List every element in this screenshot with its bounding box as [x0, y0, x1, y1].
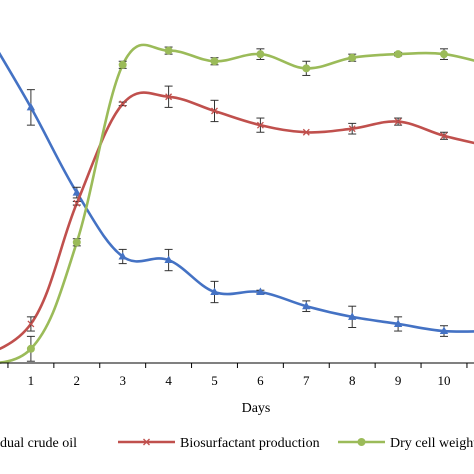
plot-area	[0, 43, 474, 364]
marker-biosurfactant-production-2	[73, 199, 81, 207]
marker-biosurfactant-production-7	[302, 128, 310, 136]
marker-dual-crude-oil-10	[439, 326, 449, 335]
x-tick-label-5: 5	[211, 373, 218, 388]
legend-label-biosurfactant-production: Biosurfactant production	[180, 436, 320, 451]
marker-dual-crude-oil-3	[118, 252, 127, 260]
legend-item-dual-crude-oil: dual crude oil	[0, 436, 77, 451]
marker-biosurfactant-production-9	[394, 118, 402, 126]
legend-item-biosurfactant-production: Biosurfactant production	[118, 436, 320, 451]
marker-dual-crude-oil-1	[26, 102, 36, 111]
marker-dry-cell-weight-9	[394, 50, 403, 59]
legend-label-dry-cell-weight: Dry cell weight	[390, 436, 474, 451]
marker-dual-crude-oil-2	[72, 188, 81, 196]
series-line-biosurfactant-production	[0, 91, 474, 351]
marker-dry-cell-weight-10	[440, 50, 448, 59]
marker-dry-cell-weight-6	[256, 50, 265, 59]
x-tick-label-7: 7	[303, 373, 310, 388]
marker-biosurfactant-production-3	[119, 100, 127, 108]
x-tick-label-9: 9	[395, 373, 402, 388]
axes: 1 2 3 4 5 6 7 8 9 10	[0, 362, 474, 388]
marker-dry-cell-weight-7	[302, 64, 311, 73]
marker-dual-crude-oil-5	[210, 287, 219, 295]
marker-biosurfactant-production-6	[256, 121, 264, 129]
x-tick-label-1: 1	[28, 373, 35, 388]
series-line-dual-crude-oil	[0, 51, 474, 333]
x-tick-label-4: 4	[165, 373, 172, 388]
marker-dual-crude-oil-4	[164, 255, 173, 264]
marker-biosurfactant-production-4	[165, 93, 173, 101]
marker-biosurfactant-production-5	[211, 107, 218, 115]
x-tick-label-6: 6	[257, 373, 264, 388]
legend-item-dry-cell-weight: Dry cell weight	[338, 436, 474, 451]
marker-dry-cell-weight-1	[26, 344, 35, 353]
marker-dry-cell-weight-2	[72, 238, 81, 247]
marker-dry-cell-weight-8	[348, 53, 357, 62]
marker-dry-cell-weight-3	[118, 60, 127, 69]
marker-biosurfactant-production-1	[27, 320, 35, 328]
legend: dual crude oil Biosurfactant production Dr…	[0, 436, 474, 451]
legend-label-dual-crude-oil: dual crude oil	[0, 436, 77, 451]
marker-biosurfactant-production-8	[348, 125, 356, 133]
marker-dry-cell-weight-5	[210, 57, 219, 66]
x-tick-label-8: 8	[349, 373, 356, 388]
marker-dual-crude-oil-7	[302, 301, 311, 310]
marker-biosurfactant-production-10	[440, 132, 448, 140]
x-tick-label-10: 10	[438, 373, 451, 388]
marker-dual-crude-oil-6	[256, 287, 265, 295]
x-axis-title: Days	[242, 401, 271, 416]
marker-dual-crude-oil-8	[348, 312, 357, 320]
marker-dual-crude-oil-9	[393, 319, 403, 327]
x-tick-label-2: 2	[74, 373, 81, 388]
series-line-dry-cell-weight	[0, 43, 474, 364]
x-tick-label-3: 3	[119, 373, 126, 388]
marker-dry-cell-weight-4	[164, 46, 173, 55]
